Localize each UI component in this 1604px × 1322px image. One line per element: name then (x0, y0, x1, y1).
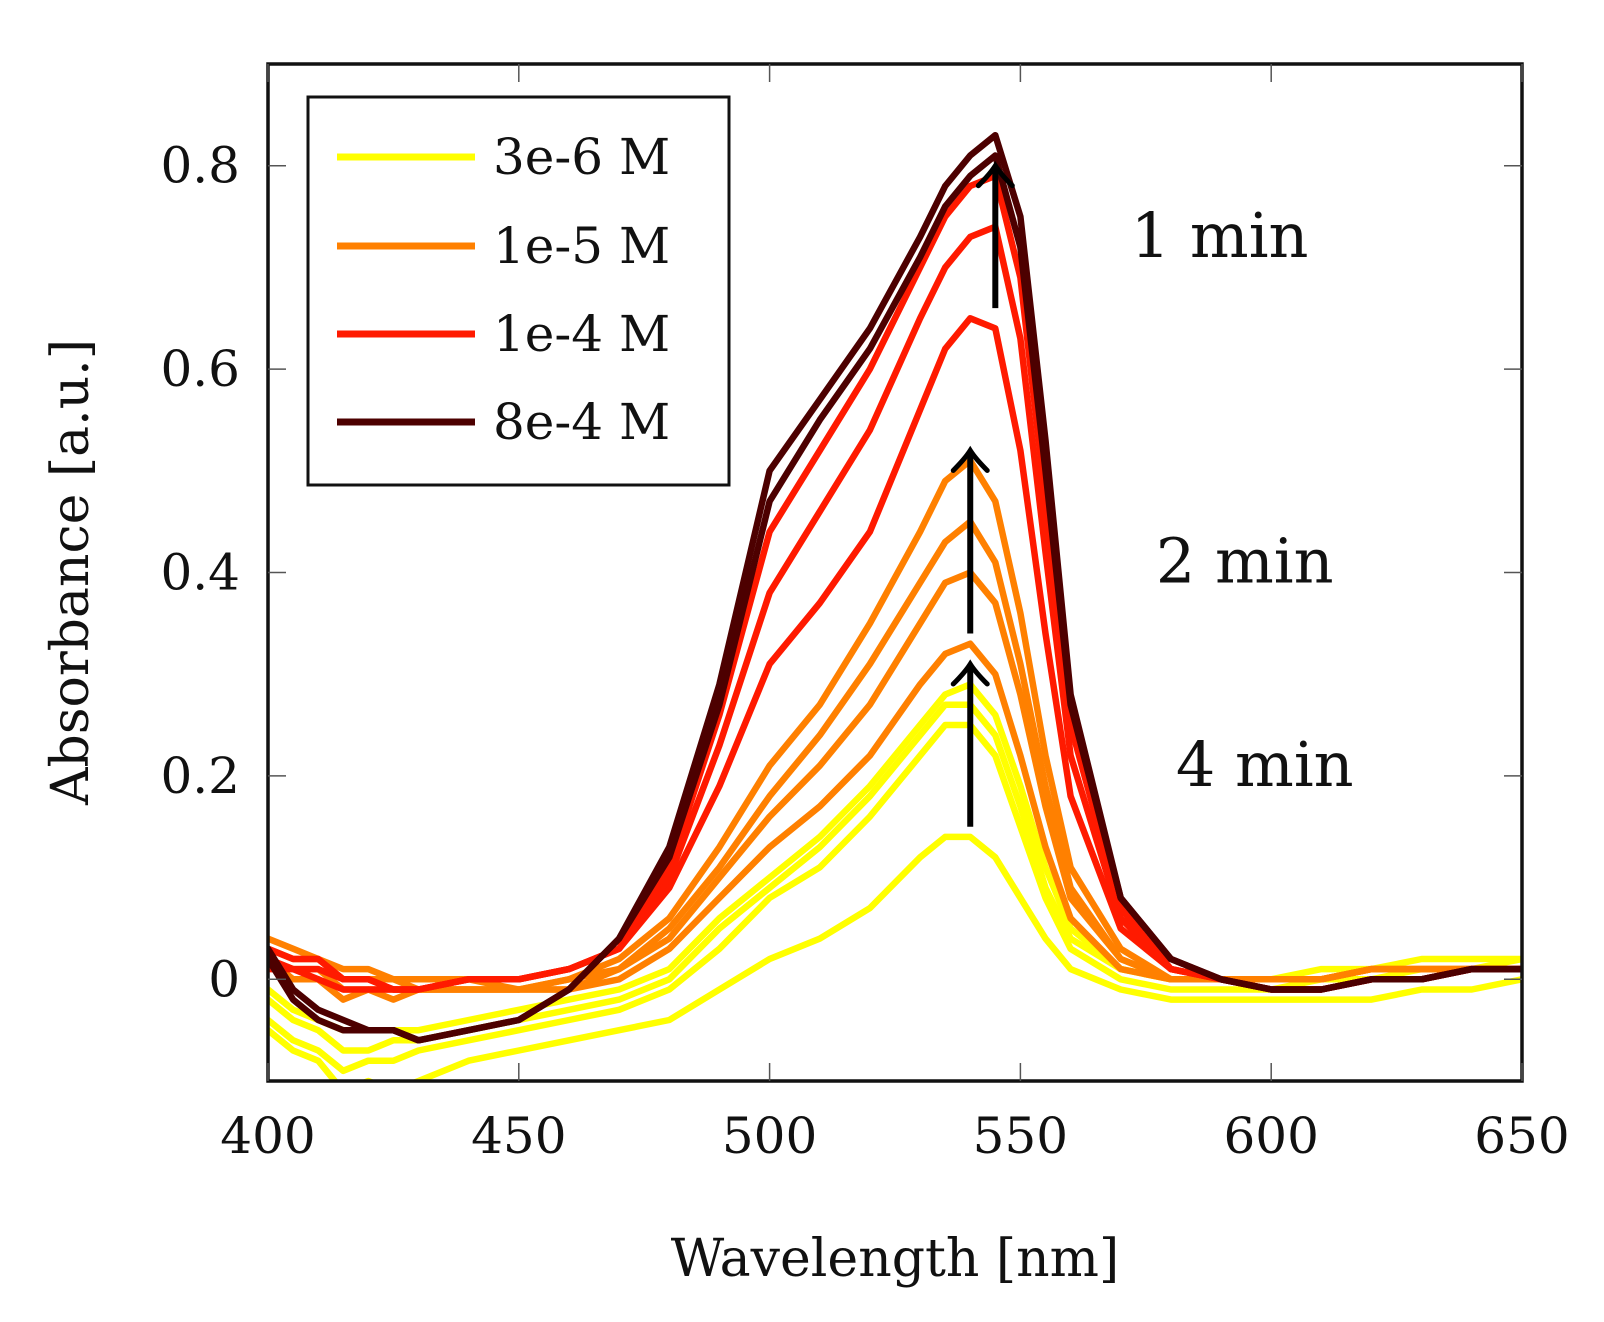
x-tick-label: 450 (471, 1107, 566, 1165)
annotation-label-2: 4 min (1176, 728, 1354, 801)
trend-arrow-2 (950, 659, 990, 827)
y-tick-label: 0.8 (160, 137, 240, 195)
legend: 3e-6 M 1e-5 M 1e-4 M 8e-4 M (306, 95, 731, 487)
ticks-layer: 400 450 500 550 600 650 0 0.2 0.4 0.6 0.8 (160, 64, 1570, 1165)
legend-label-3: 8e-4 M (493, 393, 670, 451)
series-line-0 (268, 833, 1522, 1081)
series-line-4 (268, 640, 1522, 1003)
y-axis-title: Absorbance [a.u.] (41, 339, 101, 806)
arrows-layer (950, 160, 1015, 827)
y-tick-label: 0.4 (160, 544, 240, 602)
x-tick-label: 550 (973, 1107, 1068, 1165)
x-tick-label: 400 (220, 1107, 315, 1165)
x-tick-label: 500 (722, 1107, 817, 1165)
annotation-label-0: 1 min (1131, 199, 1309, 272)
series-line-7 (268, 457, 1522, 993)
y-tick-label: 0.6 (160, 340, 240, 398)
legend-label-1: 1e-5 M (493, 217, 670, 275)
trend-arrow-0 (975, 160, 1015, 309)
x-tick-label: 650 (1474, 1107, 1569, 1165)
trend-arrow-1 (950, 445, 990, 634)
x-axis-title: Wavelength [nm] (671, 1229, 1120, 1289)
legend-label-2: 1e-4 M (493, 305, 670, 363)
annotations-layer: 1 min 2 min 4 min (1131, 199, 1354, 801)
annotation-label-1: 2 min (1156, 525, 1334, 598)
y-tick-label: 0 (208, 950, 240, 1008)
y-tick-label: 0.2 (160, 747, 240, 805)
legend-label-0: 3e-6 M (493, 128, 670, 186)
x-tick-label: 600 (1223, 1107, 1318, 1165)
series-layer (268, 131, 1522, 1081)
series-line-12 (268, 131, 1522, 1044)
